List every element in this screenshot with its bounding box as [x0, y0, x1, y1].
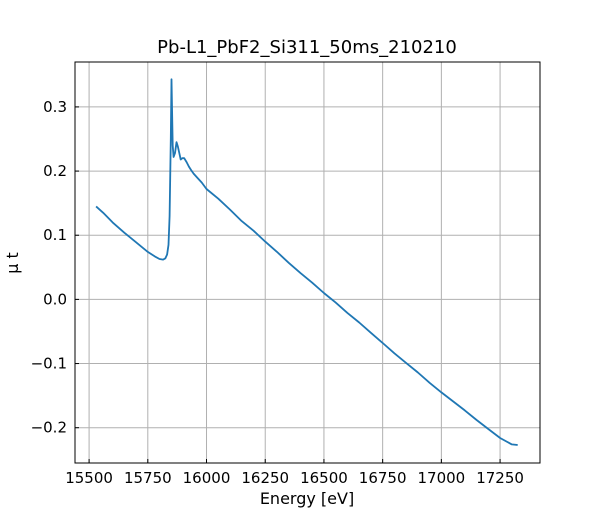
- y-tick-label: −0.1: [31, 355, 67, 373]
- series-layer: [95, 78, 518, 446]
- x-tick-label: 17250: [476, 469, 524, 487]
- y-axis-label: μ t: [3, 252, 22, 274]
- y-tick-label: 0.2: [43, 162, 67, 180]
- x-tick-label: 15500: [65, 469, 113, 487]
- plot-frame: [74, 61, 541, 464]
- y-tick-label: −0.2: [31, 419, 67, 437]
- y-tick-label: 0.0: [43, 290, 67, 308]
- x-tick-label: 16500: [300, 469, 348, 487]
- x-tick-label: 16750: [359, 469, 407, 487]
- series-line: [95, 78, 518, 446]
- x-tick-label: 15750: [124, 469, 172, 487]
- grid: [75, 62, 540, 463]
- x-axis-label: Energy [eV]: [260, 489, 354, 508]
- ticks: 15500 15750 16000 16250 16500 16750 17000 17250…: [31, 98, 524, 487]
- x-tick-label: 16000: [183, 469, 231, 487]
- chart-title: Pb-L1_PbF2_Si311_50ms_210210: [157, 37, 457, 58]
- y-tick-label: 0.1: [43, 226, 67, 244]
- x-tick-label: 16250: [241, 469, 289, 487]
- x-tick-label: 17000: [418, 469, 466, 487]
- y-tick-label: 0.3: [43, 98, 67, 116]
